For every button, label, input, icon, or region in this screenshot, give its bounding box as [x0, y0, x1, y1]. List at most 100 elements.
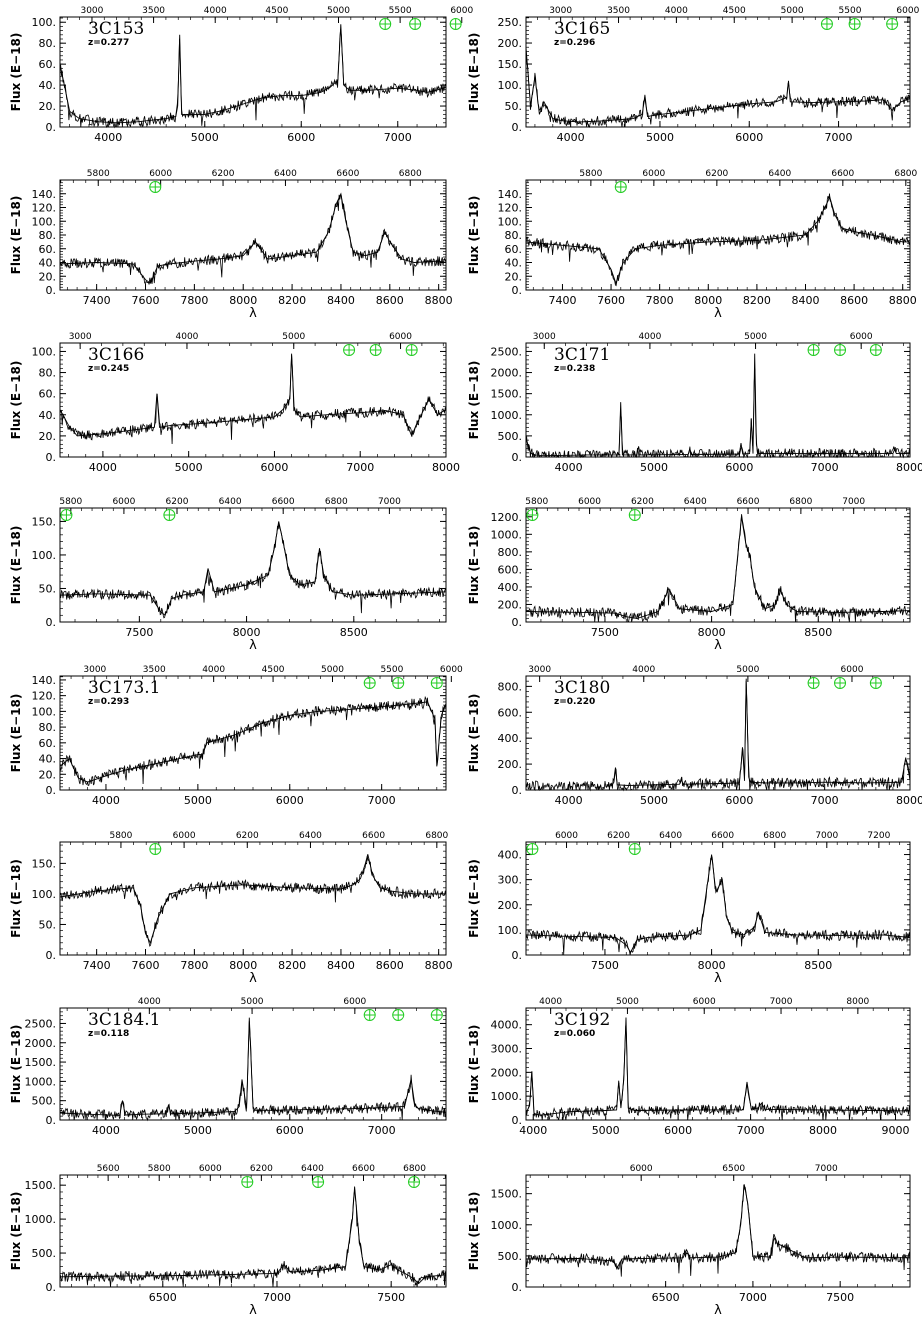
y-tick-label: 80. [39, 229, 57, 242]
x-tick-label: 8000 [896, 794, 922, 807]
top-tick-label: 6600 [831, 169, 854, 179]
y-tick-label: 1000. [491, 409, 523, 422]
spectrum-envelope [525, 854, 911, 954]
telluric-earth-icon [449, 18, 462, 30]
top-tick-label: 5000 [736, 665, 759, 675]
y-tick-label: 0. [46, 616, 57, 629]
x-tick-label: 6000 [260, 461, 288, 474]
x-tick-label: 8400 [791, 294, 819, 307]
telluric-earth-icon [526, 843, 539, 855]
y-tick-label: 600. [498, 706, 523, 719]
telluric-earth-icon [526, 509, 539, 521]
spectrum-panel: 6500 7000 7500 6000 6500 7000 0. 500. 1000. 1500.… [467, 1164, 911, 1318]
spectrum-envelope [525, 353, 910, 457]
telluric-earth-icon [408, 1176, 421, 1188]
x-tick-label: 7000 [384, 131, 412, 144]
y-axis-label: Flux (E−18) [467, 1025, 481, 1104]
y-tick-label: 1500. [491, 1188, 523, 1201]
top-tick-label: 7000 [815, 831, 838, 841]
y-axis-label: Flux (E−18) [9, 694, 23, 773]
top-tick-label: 8000 [846, 997, 869, 1007]
plot-frame [59, 841, 447, 956]
y-tick-label: 200. [498, 899, 523, 912]
y-tick-label: 500. [498, 430, 523, 443]
y-tick-label: 200. [498, 758, 523, 771]
telluric-earth-icon [149, 181, 162, 193]
y-tick-label: 2500. [491, 345, 523, 358]
y-axis-label: Flux (E−18) [467, 526, 481, 605]
y-tick-label: 1000. [491, 1090, 523, 1103]
y-tick-label: 0. [46, 451, 57, 464]
top-tick-label: 4000 [202, 665, 225, 675]
x-tick-label: 7000 [346, 461, 374, 474]
x-tick-label: 7600 [597, 294, 625, 307]
spectrum-envelope [525, 1184, 911, 1270]
spectrum-line [525, 1025, 911, 1121]
top-tick-label: 5800 [525, 497, 548, 507]
top-tick-label: 6200 [607, 831, 630, 841]
telluric-earth-icon [409, 18, 422, 30]
plot-frame [59, 1174, 447, 1288]
top-tick-label: 6000 [343, 997, 366, 1007]
spectrum-line [59, 354, 447, 445]
y-tick-label: 1000. [25, 1213, 57, 1226]
telluric-earth-icon [369, 344, 382, 356]
x-tick-label: 7000 [368, 794, 396, 807]
spectrum-panel: 4000 5000 6000 7000 4000 5000 6000 0. 500. 1000. 1… [9, 997, 447, 1137]
x-tick-label: 6500 [652, 1291, 680, 1304]
redshift-label: z=0.060 [554, 1029, 595, 1039]
top-tick-label: 6000 [555, 831, 578, 841]
y-axis-label: Flux (E−18) [9, 196, 23, 275]
y-tick-label: 100. [498, 924, 523, 937]
y-tick-label: 0. [512, 284, 523, 297]
x-tick-label: 5000 [184, 1124, 212, 1137]
y-axis-label: Flux (E−18) [9, 1192, 23, 1271]
x-axis-label: λ [714, 638, 722, 653]
y-axis-label: Flux (E−18) [9, 33, 23, 112]
y-tick-label: 0. [512, 1114, 523, 1127]
top-tick-label: 7200 [867, 831, 890, 841]
x-tick-label: 6500 [149, 1291, 177, 1304]
telluric-earth-icon [869, 344, 882, 356]
top-tick-label: 6200 [250, 1164, 273, 1174]
y-axis-label: Flux (E−18) [9, 526, 23, 605]
telluric-earth-icon [312, 1176, 325, 1188]
top-tick-label: 3000 [533, 332, 556, 342]
object-name: 3C180 [554, 678, 610, 698]
telluric-earth-icon [886, 18, 899, 30]
y-tick-label: 0. [512, 121, 523, 134]
x-tick-label: 5000 [640, 461, 668, 474]
x-tick-label: 8400 [327, 959, 355, 972]
x-tick-label: 5000 [646, 131, 674, 144]
spectrum-panel: 4000 5000 6000 7000 8000 9000 4000 5000 6000 7000… [467, 997, 911, 1137]
telluric-earth-icon [807, 344, 820, 356]
x-tick-label: 7500 [591, 959, 619, 972]
x-tick-label: 8500 [804, 959, 832, 972]
y-tick-label: 50. [505, 100, 523, 113]
x-axis-label: λ [714, 306, 722, 321]
spectrum-envelope [525, 47, 911, 123]
top-tick-label: 6200 [166, 497, 189, 507]
y-tick-label: 2500. [25, 1017, 57, 1030]
x-tick-label: 4000 [555, 794, 583, 807]
object-name: 3C166 [88, 345, 144, 365]
x-tick-label: 7500 [591, 626, 619, 639]
spectrum-envelope [525, 195, 910, 285]
x-tick-label: 8600 [376, 959, 404, 972]
plot-frame [525, 507, 911, 623]
y-tick-label: 3000. [491, 1043, 523, 1056]
x-tick-label: 9000 [882, 1124, 910, 1137]
y-tick-label: 200. [498, 598, 523, 611]
telluric-earth-icon [363, 1009, 376, 1021]
spectrum-line [525, 49, 911, 129]
top-tick-label: 3500 [607, 6, 630, 16]
x-tick-label: 4000 [94, 131, 122, 144]
telluric-earth-icon [430, 677, 443, 689]
x-tick-label: 7000 [811, 461, 839, 474]
top-tick-label: 3000 [549, 6, 572, 16]
x-tick-label: 8600 [376, 294, 404, 307]
y-tick-label: 100. [32, 705, 57, 718]
y-tick-label: 400. [498, 849, 523, 862]
spectrum-panel: 7500 8000 8500 6000 6200 6400 6600 6800 7000 7200… [467, 831, 911, 986]
telluric-earth-icon [807, 677, 820, 689]
